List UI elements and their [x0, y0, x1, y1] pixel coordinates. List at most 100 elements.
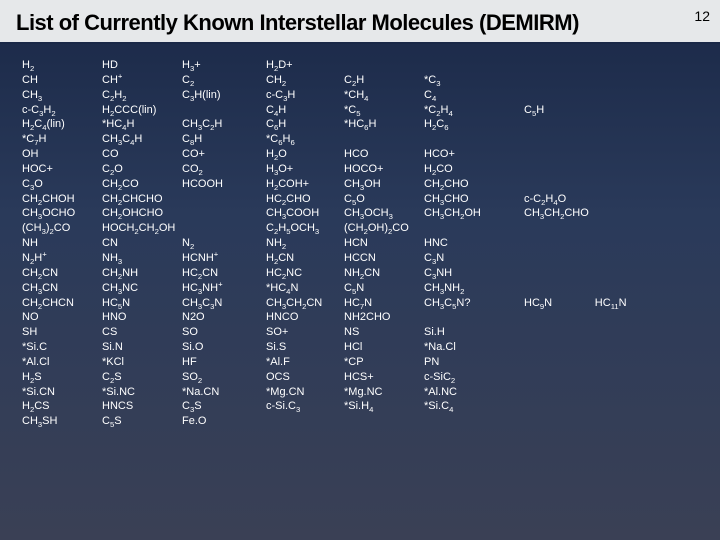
molecule-cell: C2 — [182, 73, 266, 88]
molecule-cell: *Si.C4 — [424, 399, 524, 414]
molecule-cell: *Na.Cl — [424, 340, 524, 355]
molecule-cell: CH3NH2 — [424, 281, 524, 296]
molecule-cell: C3NH — [424, 266, 524, 281]
molecule-cell — [424, 310, 524, 325]
molecule-cell: NS — [344, 325, 424, 340]
molecule-cell — [524, 370, 595, 385]
molecule-cell: C3N — [424, 251, 524, 266]
molecule-cell: H2CCC(lin) — [102, 103, 182, 118]
molecule-cell: HNCO — [266, 310, 344, 325]
molecule-cell: *Si.CN — [22, 385, 102, 400]
molecule-cell: CN — [102, 236, 182, 251]
molecule-cell — [424, 132, 524, 147]
molecule-cell: SH — [22, 325, 102, 340]
molecule-cell: NH2CN — [344, 266, 424, 281]
molecule-cell: NH2 — [266, 236, 344, 251]
molecule-cell: C6H — [266, 117, 344, 132]
molecule-cell: *Al.NC — [424, 385, 524, 400]
molecule-cell — [595, 192, 651, 207]
molecule-cell: *CP — [344, 355, 424, 370]
molecule-cell: *Al.F — [266, 355, 344, 370]
molecule-cell: N2O — [182, 310, 266, 325]
molecule-cell: HCl — [344, 340, 424, 355]
molecule-cell: HCN — [344, 236, 424, 251]
molecule-cell — [182, 206, 266, 221]
table-row: *Al.Cl*KClHF*Al.F*CPPN — [22, 355, 651, 370]
molecule-cell: Fe.O — [182, 414, 266, 429]
table-row: C3OCH2COHCOOHH2COH+CH3OHCH2CHO — [22, 177, 651, 192]
molecule-cell: H2C4(lin) — [22, 117, 102, 132]
molecule-cell — [595, 414, 651, 429]
molecule-cell — [595, 340, 651, 355]
molecule-cell: OCS — [266, 370, 344, 385]
molecule-cell: *HC4H — [102, 117, 182, 132]
molecule-cell — [524, 399, 595, 414]
molecule-cell: CH3CH2OH — [424, 206, 524, 221]
table-row: CH3OCHOCH2OHCHOCH3COOHCH3OCH3CH3CH2OHCH3… — [22, 206, 651, 221]
molecule-cell: SO+ — [266, 325, 344, 340]
molecule-cell — [344, 132, 424, 147]
molecule-cell: C3S — [182, 399, 266, 414]
table-row: HOC+C2OCO2H3O+HOCO+H2CO — [22, 162, 651, 177]
molecule-cell: HF — [182, 355, 266, 370]
molecule-cell — [344, 58, 424, 73]
molecule-cell — [595, 162, 651, 177]
molecule-cell: *Si.NC — [102, 385, 182, 400]
table-row: CH2CNCH2NHHC2CNHC2NCNH2CNC3NH — [22, 266, 651, 281]
molecule-cell: CH2OHCHO — [102, 206, 182, 221]
molecule-cell: C5S — [102, 414, 182, 429]
molecule-cell: H2CS — [22, 399, 102, 414]
molecule-cell — [524, 385, 595, 400]
molecule-cell: HCO — [344, 147, 424, 162]
molecule-cell: HOCO+ — [344, 162, 424, 177]
molecule-cell: HC7N — [344, 296, 424, 311]
molecule-cell: C5N — [344, 281, 424, 296]
molecule-cell: CH3C3N — [182, 296, 266, 311]
molecule-cell — [524, 162, 595, 177]
molecule-cell: CS — [102, 325, 182, 340]
molecule-cell — [524, 147, 595, 162]
molecule-cell: HD — [102, 58, 182, 73]
molecule-cell — [182, 221, 266, 236]
molecule-cell: c-C2H4O — [524, 192, 595, 207]
molecule-cell: CH3CH2CHO — [524, 206, 595, 221]
molecule-cell: HCCN — [344, 251, 424, 266]
table-row: H2SC2SSO2OCSHCS+c-SiC2 — [22, 370, 651, 385]
molecule-cell: C5O — [344, 192, 424, 207]
molecule-cell: C2H2 — [102, 88, 182, 103]
molecule-cell: CH3SH — [22, 414, 102, 429]
table-row: CH3C2H2C3H(lin)c-C3H*CH4C4 — [22, 88, 651, 103]
molecule-cell: H2CN — [266, 251, 344, 266]
molecule-cell — [524, 117, 595, 132]
molecule-cell: H2D+ — [266, 58, 344, 73]
molecule-cell: CH3OCH3 — [344, 206, 424, 221]
molecule-cell: C2O — [102, 162, 182, 177]
molecule-cell: *Si.H4 — [344, 399, 424, 414]
molecule-cell: *Si.C — [22, 340, 102, 355]
molecule-cell: (CH3)2CO — [22, 221, 102, 236]
table-row: OHCOCO+H2OHCOHCO+ — [22, 147, 651, 162]
molecule-cell: C8H — [182, 132, 266, 147]
molecule-cell: *C5 — [344, 103, 424, 118]
molecule-cell — [595, 117, 651, 132]
molecule-cell — [595, 370, 651, 385]
molecule-cell — [595, 103, 651, 118]
molecule-cell: HOCH2CH2OH — [102, 221, 182, 236]
molecule-cell: CH3C4H — [102, 132, 182, 147]
molecule-cell: CH3C5N? — [424, 296, 524, 311]
table-row: *C7HCH3C4HC8H*C6H6 — [22, 132, 651, 147]
molecule-cell: C3O — [22, 177, 102, 192]
molecule-cell: CH3NC — [102, 281, 182, 296]
table-row: N2H+NH3HCNH+H2CNHCCNC3N — [22, 251, 651, 266]
molecule-cell — [595, 251, 651, 266]
table-row: c-C3H2H2CCC(lin)C4H*C5*C2H4C5H — [22, 103, 651, 118]
molecule-cell — [595, 310, 651, 325]
molecule-cell — [524, 310, 595, 325]
molecule-cell — [266, 414, 344, 429]
molecule-cell — [595, 236, 651, 251]
molecule-cell: CH3C2H — [182, 117, 266, 132]
molecule-cell: CO2 — [182, 162, 266, 177]
table-row: CH2CHOHCH2CHCHOHC2CHOC5OCH3CHOc-C2H4O — [22, 192, 651, 207]
molecule-cell: *HC4N — [266, 281, 344, 296]
molecule-cell: Si.H — [424, 325, 524, 340]
